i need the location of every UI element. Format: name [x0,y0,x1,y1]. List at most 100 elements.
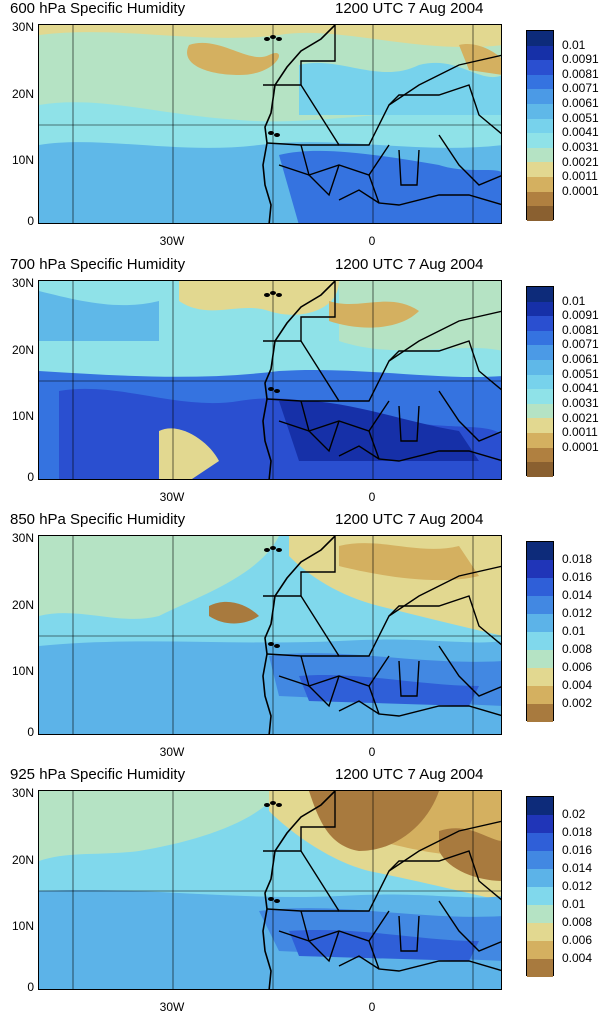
colorbar-swatch [527,287,553,302]
colorbar-swatch [527,596,553,614]
country-border [368,685,501,717]
colorbar-label: 0.0081 [562,322,599,337]
colorbar-swatch [527,403,553,419]
colorbar-label: 0.0021 [562,410,599,425]
colorbar-swatch [527,418,553,434]
colorbar [526,30,554,221]
island [264,293,270,297]
colorbar-label: 0.014 [562,861,593,875]
colorbar-swatch [527,360,553,375]
island [274,389,280,393]
colorbar-label: 0.0061 [562,352,599,367]
colorbar-swatch [527,60,553,75]
colorbar-swatch [527,560,553,578]
colorbar-swatch [527,614,553,632]
colorbar-swatch [527,31,553,46]
country-border [388,850,501,901]
colorbar-label: 0.0051 [562,110,599,125]
y-tick-label: 10N [11,153,34,167]
colorbar-swatch [527,851,553,869]
x-tick-label: 0 [368,490,376,504]
colorbar-label: 0.0001 [562,439,599,454]
island [264,37,270,41]
country-border [438,134,501,186]
y-tick-label: 0 [27,980,34,994]
country-border [388,84,501,135]
colorbar-swatch [527,447,553,463]
colorbar-label: 0.006 [562,660,593,674]
x-tick-label: 0 [368,1000,376,1014]
colorbar [526,796,554,977]
country-border [388,340,501,391]
country-border [438,645,501,697]
x-tick-label: 30W [159,745,185,759]
colorbar-swatch [527,104,553,119]
colorbar-label: 0.0081 [562,66,599,81]
country-border [438,390,501,442]
y-tick-label: 30N [11,531,34,545]
island [276,293,282,297]
colorbar-swatch [527,668,553,686]
map-panel: 850 hPa Specific Humidity 1200 UTC 7 Aug … [0,511,600,766]
colorbar-label: 0.004 [562,951,593,965]
y-tick-label: 20N [11,853,34,867]
colorbar-label: 0.016 [562,570,593,584]
panel-time: 1200 UTC 7 Aug 2004 [335,0,484,17]
colorbar [526,541,554,722]
colorbar-swatch [527,815,553,833]
country-border [368,430,501,462]
country-border [263,791,336,852]
colorbar-swatch [527,650,553,668]
country-border [398,149,420,186]
colorbar-label: 0.004 [562,678,593,692]
colorbar-swatch [527,301,553,317]
colorbar-swatch [527,374,553,390]
colorbar-label: 0.0051 [562,366,599,381]
colorbar-swatch [527,330,553,346]
colorbar-swatch [527,316,553,331]
y-tick-label: 10N [11,919,34,933]
y-tick-label: 20N [11,598,34,612]
coastline [262,281,336,479]
colorbar-swatch [527,542,553,560]
island [270,291,276,295]
island [274,133,280,137]
y-tick-label: 10N [11,409,34,423]
country-border [398,915,420,952]
colorbar-swatch [527,941,553,959]
country-border [338,955,380,970]
island [268,131,274,135]
colorbar-swatch [527,206,553,221]
island [270,35,276,39]
country-border [368,940,501,972]
colorbar [526,286,554,477]
colorbar-label: 0.0041 [562,125,599,140]
island [276,548,282,552]
y-tick-label: 30N [11,276,34,290]
map-panel: 600 hPa Specific Humidity 1200 UTC 7 Aug … [0,0,600,255]
x-tick-label: 30W [159,490,185,504]
country-border [368,174,501,206]
country-border [398,660,420,697]
colorbar-label: 0.0061 [562,96,599,111]
island [264,803,270,807]
panel-time: 1200 UTC 7 Aug 2004 [335,511,484,528]
colorbar-swatch [527,433,553,448]
colorbar-label: 0.016 [562,843,593,857]
colorbar-label: 0.006 [562,933,593,947]
coastline [262,791,336,989]
country-border [438,900,501,952]
island [274,644,280,648]
colorbar-label: 0.012 [562,879,593,893]
country-border [388,595,501,646]
y-tick-label: 20N [11,87,34,101]
colorbar-label: 0.014 [562,588,593,602]
country-border [278,164,340,197]
y-tick-label: 0 [27,214,34,228]
country-border [263,281,336,342]
panel-time: 1200 UTC 7 Aug 2004 [335,256,484,273]
island [274,899,280,903]
colorbar-label: 0.0071 [562,81,599,96]
map-panel: 925 hPa Specific Humidity 1200 UTC 7 Aug … [0,766,600,1021]
y-tick-label: 30N [11,20,34,34]
